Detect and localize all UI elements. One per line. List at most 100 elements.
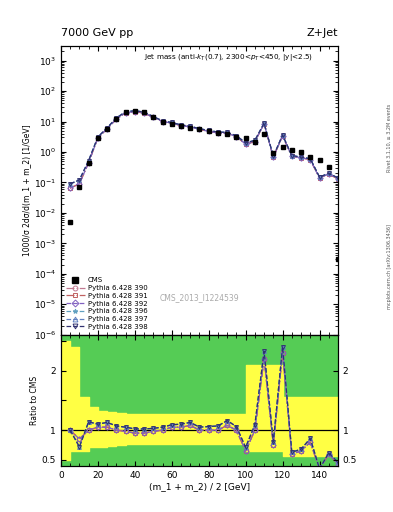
- CMS: [308, 154, 313, 160]
- Pythia 6.428 390: [327, 171, 331, 177]
- Pythia 6.428 392: [206, 128, 211, 134]
- Pythia 6.428 391: [179, 122, 184, 129]
- Pythia 6.428 398: [188, 123, 193, 130]
- Pythia 6.428 391: [68, 185, 72, 191]
- Pythia 6.428 391: [86, 159, 91, 165]
- Pythia 6.428 391: [299, 155, 303, 161]
- Line: CMS: CMS: [68, 109, 340, 262]
- Pythia 6.428 396: [77, 177, 82, 183]
- Pythia 6.428 390: [308, 157, 313, 163]
- Pythia 6.428 391: [123, 110, 128, 116]
- Pythia 6.428 390: [197, 126, 202, 133]
- Pythia 6.428 396: [299, 154, 303, 160]
- Pythia 6.428 390: [215, 130, 220, 136]
- Pythia 6.428 397: [179, 122, 184, 128]
- Text: mcplots.cern.ch [arXiv:1306.3436]: mcplots.cern.ch [arXiv:1306.3436]: [387, 224, 392, 309]
- Pythia 6.428 396: [151, 114, 156, 120]
- Pythia 6.428 392: [114, 116, 119, 122]
- Pythia 6.428 397: [327, 170, 331, 176]
- Pythia 6.428 396: [86, 158, 91, 164]
- CMS: [234, 134, 239, 140]
- Text: Jet mass (anti-$k_T$(0.7), 2300<$p_T$<450, |y|<2.5): Jet mass (anti-$k_T$(0.7), 2300<$p_T$<45…: [144, 52, 313, 63]
- Pythia 6.428 398: [68, 181, 72, 187]
- Pythia 6.428 391: [253, 138, 257, 144]
- Pythia 6.428 397: [215, 129, 220, 135]
- Pythia 6.428 397: [206, 127, 211, 134]
- Pythia 6.428 398: [253, 137, 257, 143]
- CMS: [160, 118, 165, 124]
- Pythia 6.428 391: [197, 126, 202, 133]
- Pythia 6.428 396: [234, 133, 239, 139]
- Pythia 6.428 396: [105, 125, 109, 131]
- Pythia 6.428 396: [289, 153, 294, 159]
- Pythia 6.428 398: [86, 158, 91, 164]
- Pythia 6.428 392: [86, 159, 91, 165]
- Pythia 6.428 392: [327, 171, 331, 177]
- CMS: [262, 131, 266, 137]
- CMS: [169, 121, 174, 127]
- Pythia 6.428 390: [299, 155, 303, 161]
- Pythia 6.428 391: [317, 175, 322, 181]
- Pythia 6.428 397: [68, 181, 72, 187]
- Line: Pythia 6.428 396: Pythia 6.428 396: [68, 109, 340, 186]
- Pythia 6.428 392: [142, 110, 147, 116]
- Pythia 6.428 392: [95, 135, 100, 141]
- Pythia 6.428 392: [225, 130, 230, 136]
- CMS: [280, 143, 285, 150]
- Pythia 6.428 392: [289, 153, 294, 159]
- CMS: [105, 126, 109, 133]
- Pythia 6.428 391: [105, 125, 109, 132]
- Pythia 6.428 392: [317, 175, 322, 181]
- Pythia 6.428 396: [253, 137, 257, 143]
- CMS: [188, 125, 193, 131]
- Y-axis label: 1000/σ 2dσ/d(m_1 + m_2) [1/GeV]: 1000/σ 2dσ/d(m_1 + m_2) [1/GeV]: [22, 124, 31, 256]
- Pythia 6.428 398: [142, 109, 147, 115]
- CMS: [327, 164, 331, 170]
- Pythia 6.428 392: [105, 125, 109, 132]
- Pythia 6.428 391: [160, 118, 165, 124]
- Line: Pythia 6.428 391: Pythia 6.428 391: [68, 110, 340, 190]
- Pythia 6.428 390: [114, 116, 119, 122]
- Pythia 6.428 391: [280, 133, 285, 139]
- CMS: [151, 114, 156, 120]
- Pythia 6.428 396: [160, 118, 165, 124]
- CMS: [336, 256, 340, 262]
- Pythia 6.428 398: [160, 118, 165, 124]
- Pythia 6.428 396: [114, 115, 119, 121]
- Pythia 6.428 397: [317, 174, 322, 180]
- Pythia 6.428 392: [336, 176, 340, 182]
- Pythia 6.428 390: [160, 118, 165, 124]
- Pythia 6.428 391: [132, 109, 137, 115]
- Pythia 6.428 398: [114, 115, 119, 121]
- Pythia 6.428 391: [206, 128, 211, 134]
- Pythia 6.428 398: [271, 153, 276, 159]
- Text: 7000 GeV pp: 7000 GeV pp: [61, 28, 133, 38]
- Pythia 6.428 397: [336, 175, 340, 181]
- Pythia 6.428 390: [243, 141, 248, 147]
- Pythia 6.428 397: [105, 125, 109, 131]
- Pythia 6.428 397: [243, 140, 248, 146]
- Pythia 6.428 397: [132, 108, 137, 114]
- Pythia 6.428 396: [327, 170, 331, 176]
- Pythia 6.428 397: [77, 177, 82, 183]
- Pythia 6.428 391: [188, 124, 193, 130]
- Pythia 6.428 396: [317, 174, 322, 180]
- Pythia 6.428 391: [114, 116, 119, 122]
- Pythia 6.428 398: [132, 108, 137, 114]
- Pythia 6.428 390: [169, 120, 174, 126]
- Pythia 6.428 397: [188, 123, 193, 130]
- Pythia 6.428 390: [68, 185, 72, 191]
- CMS: [114, 116, 119, 122]
- Pythia 6.428 396: [206, 127, 211, 134]
- Pythia 6.428 392: [123, 110, 128, 116]
- Pythia 6.428 392: [77, 181, 82, 187]
- Pythia 6.428 392: [160, 118, 165, 124]
- Pythia 6.428 398: [123, 109, 128, 115]
- Pythia 6.428 390: [262, 121, 266, 127]
- Y-axis label: Ratio to CMS: Ratio to CMS: [30, 376, 39, 425]
- Pythia 6.428 396: [336, 175, 340, 181]
- Pythia 6.428 391: [215, 130, 220, 136]
- CMS: [179, 123, 184, 130]
- CMS: [206, 128, 211, 134]
- Pythia 6.428 397: [160, 118, 165, 124]
